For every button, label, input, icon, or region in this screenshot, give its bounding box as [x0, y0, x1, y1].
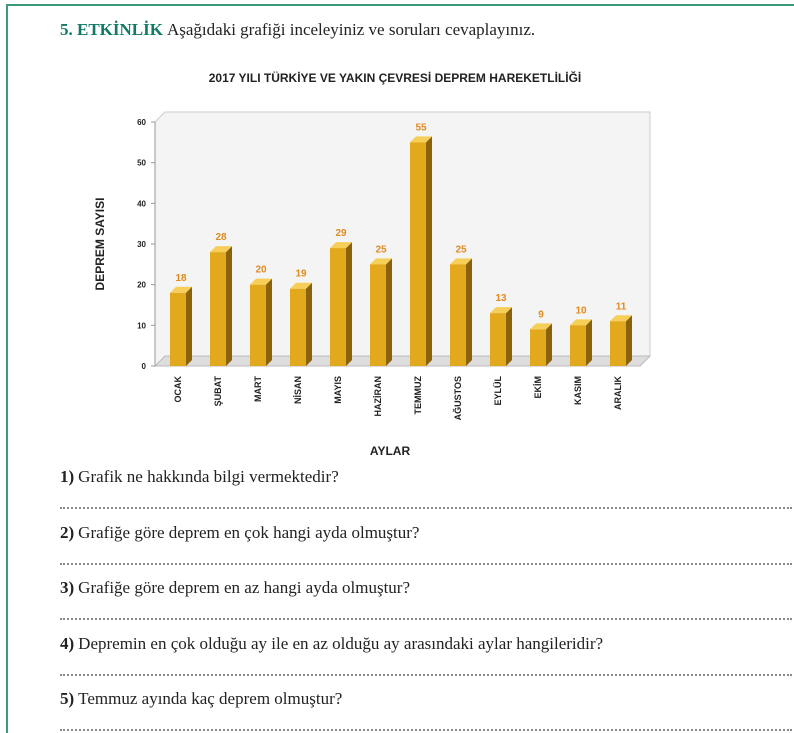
bar-side	[266, 278, 272, 366]
y-tick-label: 0	[142, 362, 147, 371]
data-label: 10	[575, 305, 587, 316]
x-tick-label: MAYIS	[333, 376, 343, 404]
chart-title: 2017 YILI TÜRKİYE VE YAKIN ÇEVRESİ DEPRE…	[209, 70, 582, 85]
question-number: 4)	[60, 633, 75, 653]
bar	[210, 252, 226, 366]
data-label: 29	[335, 228, 347, 239]
bar-top	[450, 258, 472, 265]
x-axis-label: AYLAR	[370, 444, 411, 458]
bar-top	[370, 258, 392, 265]
activity-label: 5. ETKİNLİK	[60, 20, 163, 39]
question-text: Grafiğe göre deprem en çok hangi ayda ol…	[78, 522, 420, 542]
x-tick-label: AĞUSTOS	[452, 376, 463, 420]
bar	[170, 292, 186, 366]
bar	[370, 264, 386, 366]
bar	[330, 248, 346, 366]
x-tick-label: NİSAN	[293, 376, 303, 404]
answer-line	[60, 618, 792, 620]
bar-top	[210, 246, 232, 253]
chart: 2017 YILI TÜRKİYE VE YAKIN ÇEVRESİ DEPRE…	[93, 70, 652, 458]
y-tick-label: 50	[137, 159, 146, 168]
bar	[450, 264, 466, 366]
x-tick-label: ARALIK	[613, 376, 623, 410]
data-label: 20	[255, 265, 267, 276]
y-tick-label: 60	[137, 118, 146, 127]
answer-line	[60, 673, 792, 676]
data-label: 28	[215, 232, 227, 243]
question: 1) Grafik ne hakkında bilgi vermektedir?	[60, 467, 339, 487]
question-number: 3)	[60, 578, 75, 597]
question: 2) Grafiğe göre deprem en çok hangi ayda …	[60, 523, 419, 543]
x-tick-label: EYLÜL	[493, 376, 503, 406]
x-tick-label: TEMMUZ	[413, 376, 423, 415]
data-label: 25	[455, 244, 467, 255]
bar-side	[426, 136, 432, 366]
bar-side	[626, 315, 632, 366]
bar	[490, 313, 506, 366]
bar-side	[386, 258, 392, 366]
bar-side	[586, 319, 592, 366]
bar	[410, 142, 426, 366]
bar	[290, 288, 306, 366]
bar-side	[466, 258, 472, 366]
question-number: 2)	[60, 522, 75, 542]
frame	[6, 4, 8, 733]
question-text: Grafik ne hakkında bilgi vermektedir?	[78, 467, 339, 486]
data-label: 19	[295, 269, 307, 280]
data-label: 25	[375, 244, 387, 255]
question-number: 5)	[60, 689, 75, 708]
question: 3) Grafiğe göre deprem en az hangi ayda o…	[60, 578, 410, 598]
instruction: Aşağıdaki grafiği inceleyiniz ve sorular…	[166, 20, 536, 39]
question-text: Depremin en çok olduğu ay ile en az oldu…	[78, 633, 604, 653]
bar-top	[570, 319, 592, 326]
answer-line	[60, 507, 792, 509]
x-tick-label: KASIM	[573, 376, 583, 405]
answer-line	[60, 562, 792, 565]
x-tick-label: MART	[253, 376, 263, 402]
bar-side	[306, 282, 312, 366]
bar-top	[530, 323, 552, 330]
x-tick-label: HAZİRAN	[373, 376, 383, 417]
question: 4) Depremin en çok olduğu ay ile en az ol…	[60, 634, 603, 654]
bar-side	[546, 323, 552, 366]
x-tick-label: EKİM	[533, 376, 543, 399]
bar-side	[186, 286, 192, 366]
bar-top	[490, 307, 512, 314]
bar	[570, 325, 586, 366]
bar-top	[290, 282, 312, 289]
y-axis-label: DEPREM SAYISI	[93, 198, 107, 291]
data-label: 18	[175, 273, 187, 284]
data-label: 11	[616, 301, 627, 312]
bar-side	[506, 307, 512, 366]
question: 5) Temmuz ayında kaç deprem olmuştur?	[60, 689, 342, 709]
question-text: Temmuz ayında kaç deprem olmuştur?	[78, 689, 343, 708]
plot-floor	[153, 355, 652, 367]
y-tick-label: 10	[137, 321, 146, 330]
answer-line	[60, 729, 792, 731]
data-label: 13	[495, 293, 507, 304]
y-tick-label: 20	[137, 281, 146, 290]
bar-top	[250, 278, 272, 285]
question-number: 1)	[60, 467, 75, 486]
frame	[6, 4, 794, 6]
data-label: 9	[538, 309, 544, 320]
bar-side	[346, 242, 352, 366]
data-label: 55	[415, 122, 427, 133]
bar-top	[170, 286, 192, 293]
bar	[250, 284, 266, 366]
x-tick-label: OCAK	[173, 376, 183, 403]
x-tick-label: ŞUBAT	[213, 376, 223, 407]
bar-top	[610, 315, 632, 322]
question-text: Grafiğe göre deprem en az hangi ayda olm…	[78, 578, 411, 597]
bar-top	[410, 136, 432, 143]
y-tick-label: 40	[137, 199, 146, 208]
bar-side	[226, 246, 232, 366]
activity-heading: 5. ETKİNLİK Aşağıdaki grafiği inceleyiniz…	[60, 20, 535, 40]
bar	[610, 321, 626, 366]
y-tick-label: 30	[137, 240, 146, 249]
bar-top	[330, 242, 352, 249]
bar	[530, 329, 546, 366]
